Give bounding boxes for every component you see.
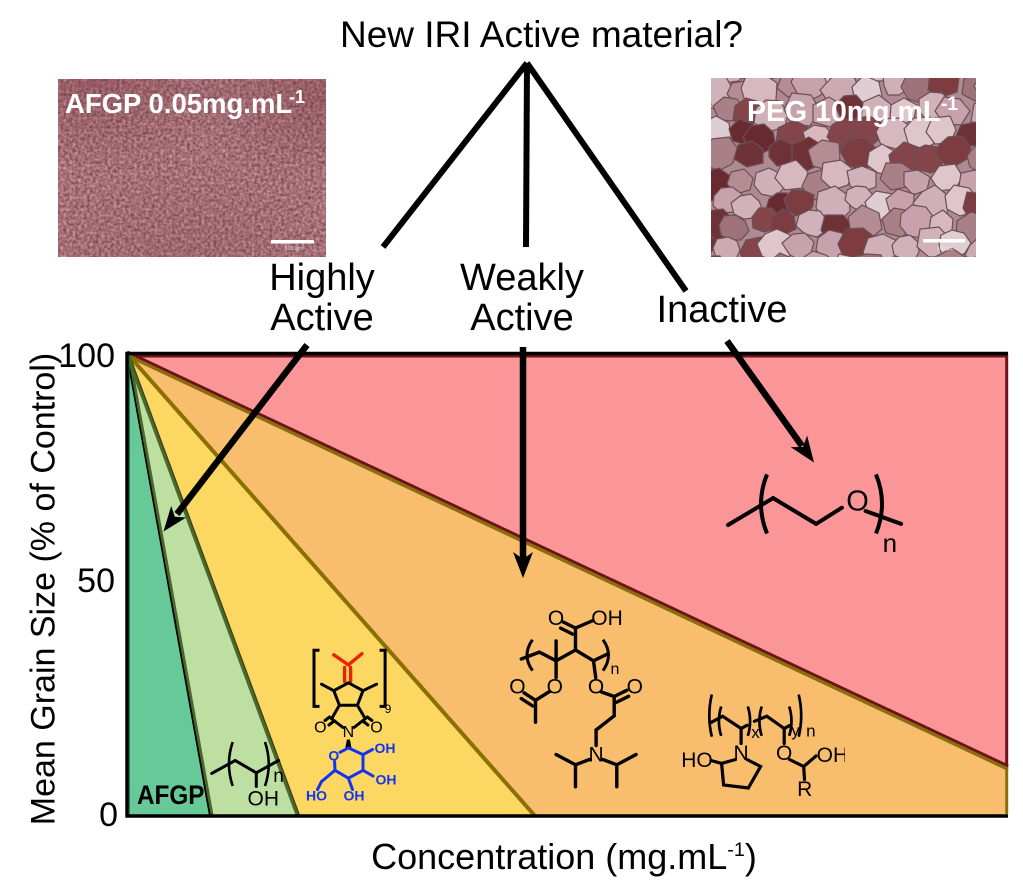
svg-text:9: 9 (385, 702, 392, 716)
svg-text:n: n (611, 661, 620, 678)
svg-text:OH: OH (591, 607, 623, 630)
svg-text:O: O (370, 720, 382, 737)
svg-text:100 um: 100 um (285, 246, 302, 252)
svg-text:100 µm: 100 µm (937, 246, 954, 252)
svg-text:OH: OH (375, 740, 396, 756)
svg-text:O: O (776, 742, 792, 765)
svg-text:O: O (588, 676, 604, 699)
svg-text:O: O (548, 607, 564, 630)
svg-text:-1: -1 (289, 87, 305, 107)
svg-text:x: x (751, 723, 760, 742)
svg-text:y: y (791, 721, 800, 740)
svg-text:AFGP 0.05mg.mL: AFGP 0.05mg.mL (65, 88, 292, 119)
svg-text:R: R (797, 778, 812, 800)
svg-text:OH: OH (376, 772, 397, 788)
svg-text:O: O (509, 676, 525, 699)
svg-text:n: n (806, 722, 815, 741)
svg-text:-1: -1 (941, 94, 958, 115)
svg-text:OH: OH (817, 744, 845, 767)
svg-text:O: O (328, 748, 339, 764)
svg-text:O: O (314, 720, 326, 737)
svg-text:N: N (343, 724, 355, 741)
svg-text:O: O (846, 486, 869, 518)
svg-text:PEG 10mg.mL: PEG 10mg.mL (747, 96, 940, 128)
svg-text:O: O (547, 676, 563, 699)
svg-text:HO: HO (306, 788, 327, 804)
svg-text:OH: OH (344, 788, 365, 804)
svg-text:N: N (589, 744, 604, 767)
svg-text:n: n (883, 528, 897, 555)
svg-text:N: N (734, 742, 749, 765)
svg-text:O: O (627, 676, 643, 699)
svg-text:HO: HO (681, 749, 713, 772)
svg-text:n: n (273, 766, 284, 787)
svg-text:OH: OH (248, 788, 280, 811)
